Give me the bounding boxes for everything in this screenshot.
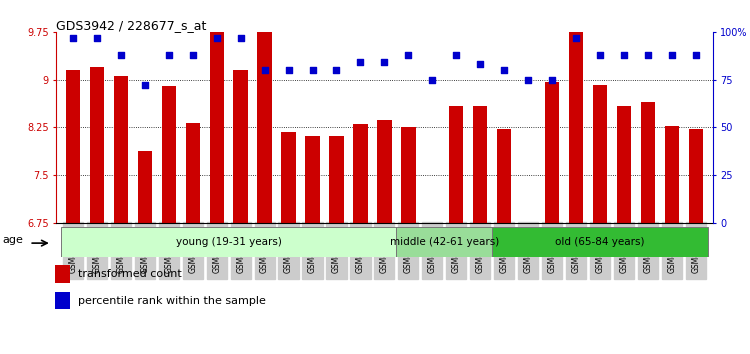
Text: transformed count: transformed count bbox=[78, 269, 182, 279]
Bar bbox=[209, 32, 224, 223]
Point bbox=[498, 67, 510, 73]
Bar bbox=[233, 70, 248, 223]
Point bbox=[163, 52, 175, 58]
Text: age: age bbox=[3, 235, 24, 245]
Bar bbox=[640, 102, 655, 223]
Bar bbox=[664, 126, 679, 223]
Bar bbox=[353, 124, 368, 223]
Bar bbox=[281, 132, 296, 223]
Point bbox=[187, 52, 199, 58]
Bar bbox=[90, 67, 104, 223]
Point bbox=[259, 67, 271, 73]
Bar bbox=[257, 32, 272, 223]
Text: GDS3942 / 228677_s_at: GDS3942 / 228677_s_at bbox=[56, 19, 206, 32]
Point bbox=[378, 59, 390, 65]
Bar bbox=[56, 292, 70, 309]
Bar bbox=[492, 227, 708, 257]
Point bbox=[283, 67, 295, 73]
Bar bbox=[61, 227, 396, 257]
Text: old (65-84 years): old (65-84 years) bbox=[555, 236, 645, 247]
Point bbox=[426, 77, 438, 82]
Point bbox=[522, 77, 534, 82]
Bar bbox=[592, 85, 607, 223]
Point bbox=[546, 77, 558, 82]
Point bbox=[355, 59, 367, 65]
Bar bbox=[305, 136, 320, 223]
Bar bbox=[377, 120, 392, 223]
Bar bbox=[114, 76, 128, 223]
Bar bbox=[688, 129, 703, 223]
Bar bbox=[56, 266, 70, 282]
Bar bbox=[521, 223, 536, 225]
Bar bbox=[66, 70, 80, 223]
Bar bbox=[616, 107, 631, 223]
Bar bbox=[473, 107, 488, 223]
Text: young (19-31 years): young (19-31 years) bbox=[176, 236, 282, 247]
Bar bbox=[425, 223, 439, 225]
Bar bbox=[185, 123, 200, 223]
Point bbox=[67, 35, 79, 40]
Text: percentile rank within the sample: percentile rank within the sample bbox=[78, 296, 266, 306]
Point bbox=[115, 52, 127, 58]
Point bbox=[666, 52, 678, 58]
Text: middle (42-61 years): middle (42-61 years) bbox=[390, 236, 499, 247]
Point bbox=[618, 52, 630, 58]
Bar bbox=[138, 151, 152, 223]
Point bbox=[331, 67, 343, 73]
Point bbox=[642, 52, 654, 58]
Point bbox=[211, 35, 223, 40]
Point bbox=[91, 35, 103, 40]
Point bbox=[235, 35, 247, 40]
Bar bbox=[329, 136, 344, 223]
Bar bbox=[568, 32, 584, 223]
Bar bbox=[396, 227, 492, 257]
Point bbox=[307, 67, 319, 73]
Point bbox=[450, 52, 462, 58]
Point bbox=[402, 52, 414, 58]
Point bbox=[690, 52, 702, 58]
Point bbox=[594, 52, 606, 58]
Bar bbox=[162, 86, 176, 223]
Point bbox=[474, 62, 486, 67]
Bar bbox=[544, 81, 560, 223]
Point bbox=[570, 35, 582, 40]
Bar bbox=[497, 129, 512, 223]
Bar bbox=[449, 107, 464, 223]
Point bbox=[139, 82, 151, 88]
Bar bbox=[401, 127, 416, 223]
